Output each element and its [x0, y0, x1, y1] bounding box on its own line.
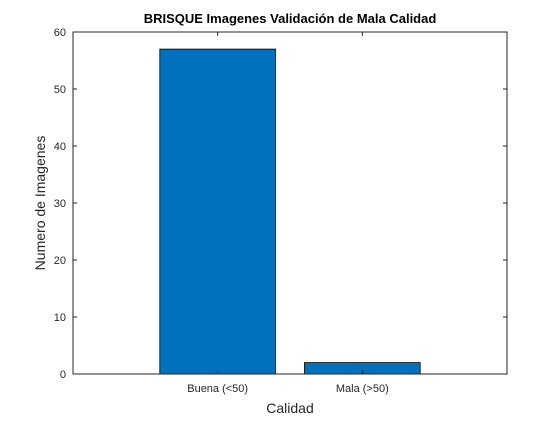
y-tick-label: 30: [54, 198, 66, 210]
plot-area: [73, 32, 507, 374]
x-axis-label: Calidad: [266, 400, 313, 416]
y-tick-label: 0: [60, 369, 66, 381]
y-axis-label: Numero de Imagenes: [32, 136, 48, 271]
y-tick-label: 40: [54, 141, 66, 153]
ticks-layer: Buena (<50) Mala (>50) 0 10 20 30 40 50 60: [54, 27, 507, 395]
axes-box: [72, 31, 508, 375]
y-tick-label: 10: [54, 312, 66, 324]
bars-layer: [159, 48, 421, 375]
chart-title: BRISQUE Imagenes Validación de Mala Cali…: [144, 11, 437, 26]
x-tick-label: Mala (>50): [336, 383, 389, 395]
bar-1: [159, 48, 276, 375]
x-tick-label: Buena (<50): [187, 383, 248, 395]
y-tick-label: 60: [54, 27, 66, 39]
y-tick-label: 50: [54, 84, 66, 96]
y-tick-label: 20: [54, 255, 66, 267]
